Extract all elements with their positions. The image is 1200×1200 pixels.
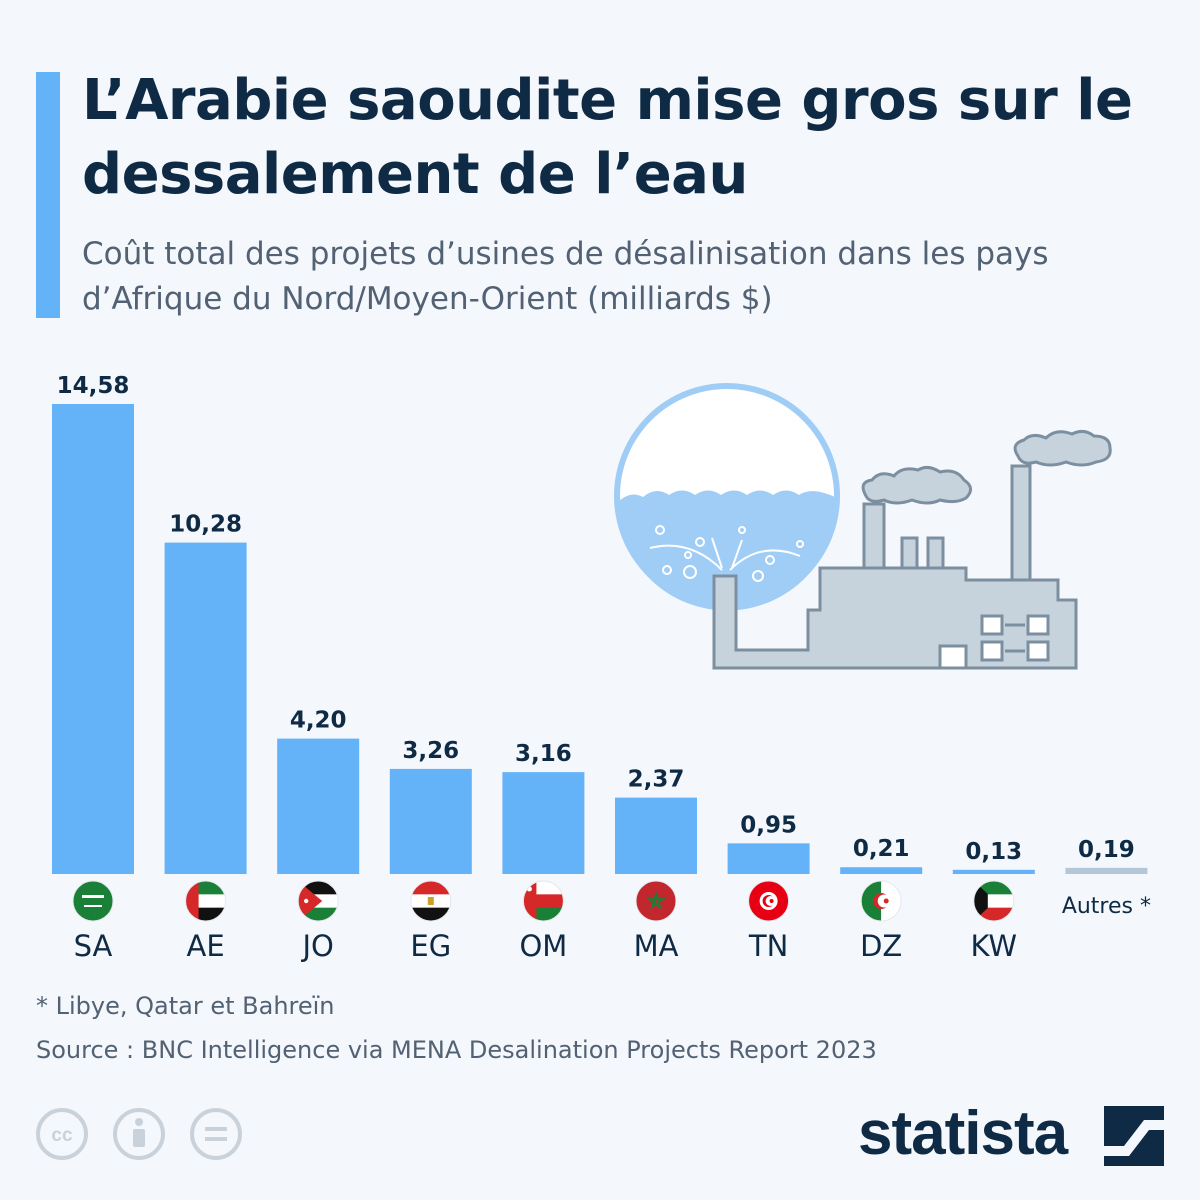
title-accent-bar	[36, 72, 60, 318]
value-label-tn: 0,95	[740, 812, 797, 838]
bar-autres	[1065, 867, 1148, 874]
category-label-ae: AE	[187, 929, 225, 963]
no-derivatives-icon	[190, 1108, 242, 1160]
bar-jo	[277, 738, 360, 874]
value-label-om: 3,16	[515, 741, 572, 767]
value-label-dz: 0,21	[853, 836, 910, 862]
oman-flag-icon	[522, 880, 564, 922]
attribution-icon	[113, 1108, 165, 1160]
saudi-arabia-flag-icon	[72, 880, 114, 922]
bar-ma	[615, 797, 697, 874]
value-label-ae: 10,28	[169, 512, 242, 538]
value-label-eg: 3,26	[402, 738, 459, 764]
chart-subtitle: Coût total des projets d’usines de désal…	[82, 236, 1049, 317]
license-icons: cc	[36, 1108, 242, 1160]
bar-om	[502, 772, 585, 874]
category-label-dz: DZ	[860, 929, 902, 963]
egypt-flag-icon	[410, 880, 452, 922]
category-label-kw: KW	[970, 929, 1017, 963]
algeria-flag-icon	[860, 880, 902, 922]
bar-eg	[389, 768, 472, 874]
source-note: Source : BNC Intelligence via MENA Desal…	[36, 1036, 877, 1064]
morocco-flag-icon	[635, 880, 677, 922]
svg-text:cc: cc	[51, 1125, 73, 1146]
value-label-ma: 2,37	[628, 767, 685, 793]
value-label-autres: 0,19	[1078, 837, 1135, 863]
statista-logo: statista	[858, 1096, 1168, 1172]
uae-flag-icon	[185, 880, 227, 922]
chart-title: L’Arabie saoudite mise gros sur le dessa…	[82, 68, 1133, 207]
category-label-om: OM	[519, 929, 567, 963]
bar-ae	[164, 542, 247, 874]
bar-dz	[840, 867, 923, 874]
tunisia-flag-icon	[748, 880, 790, 922]
value-label-sa: 14,58	[57, 373, 130, 399]
desalination-plant-illustration	[614, 383, 1112, 670]
category-label-tn: TN	[748, 929, 788, 963]
bar-sa	[52, 404, 134, 874]
smoke-cloud-icon	[861, 429, 1112, 505]
cc-icon: cc	[36, 1108, 88, 1160]
jordan-flag-icon	[297, 880, 339, 922]
category-label-sa: SA	[74, 929, 113, 963]
bar-kw	[952, 869, 1035, 874]
category-label-eg: EG	[410, 929, 451, 963]
statista-logo-icon	[1104, 1106, 1164, 1166]
kuwait-flag-icon	[973, 880, 1015, 922]
value-label-kw: 0,13	[965, 839, 1022, 865]
value-label-jo: 4,20	[290, 708, 347, 734]
factory-icon	[712, 464, 1078, 670]
category-label-autres: Autres *	[1062, 894, 1151, 919]
bar-tn	[727, 843, 810, 874]
category-label-ma: MA	[634, 929, 679, 963]
water-circle-icon	[614, 383, 840, 611]
footnote: * Libye, Qatar et Bahreïn	[36, 992, 335, 1020]
statista-wordmark: statista	[858, 1099, 1068, 1168]
category-label-jo: JO	[301, 929, 334, 963]
